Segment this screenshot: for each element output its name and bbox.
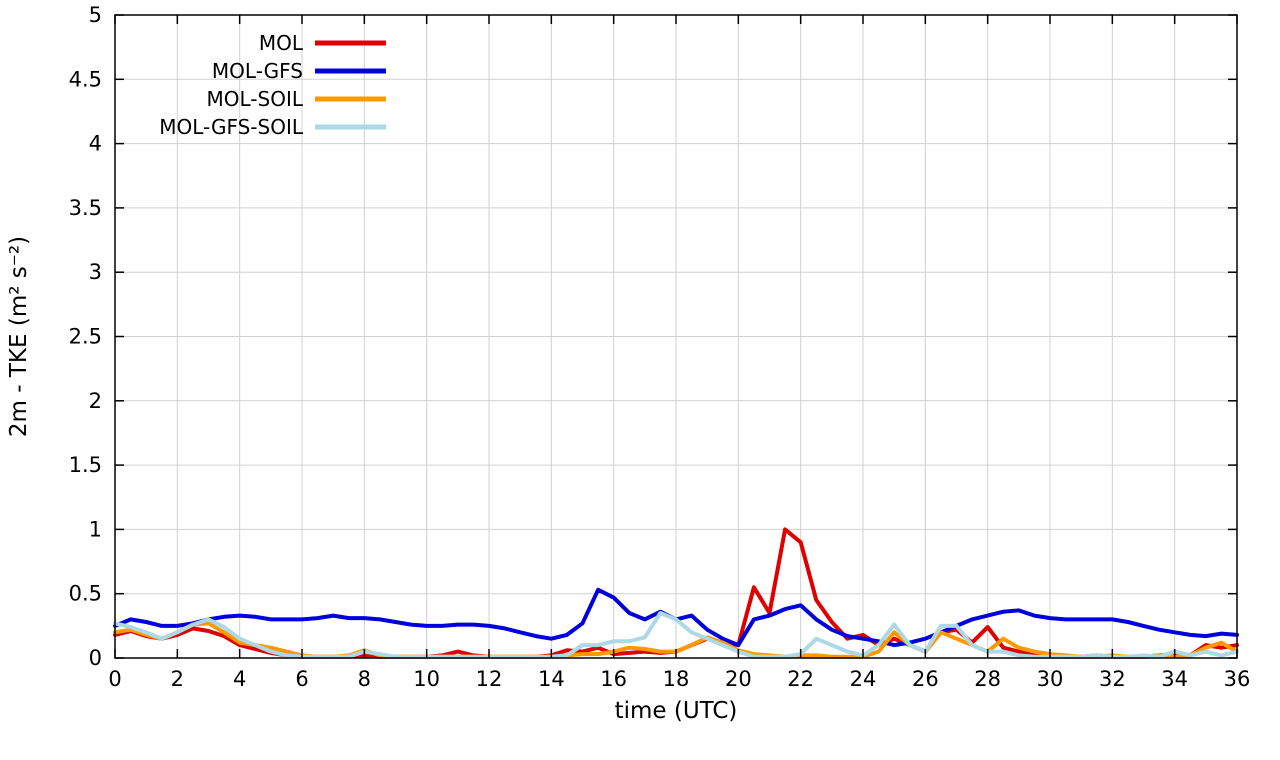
axis-ticks xyxy=(114,14,1238,659)
svg-text:1.5: 1.5 xyxy=(69,453,102,477)
svg-text:0.5: 0.5 xyxy=(69,582,102,606)
legend-item-mol-gfs-soil: MOL-GFS-SOIL xyxy=(159,115,386,139)
svg-text:4: 4 xyxy=(233,667,246,691)
svg-text:2: 2 xyxy=(171,667,184,691)
svg-text:22: 22 xyxy=(787,667,814,691)
svg-text:0: 0 xyxy=(89,646,102,670)
svg-text:5: 5 xyxy=(89,3,102,27)
legend-item-mol-soil: MOL-SOIL xyxy=(207,87,386,111)
legend-label: MOL-SOIL xyxy=(207,87,304,111)
svg-text:3.5: 3.5 xyxy=(69,196,102,220)
y-tick-labels: 0 0.5 1 1.5 2 2.5 3 3.5 4 4.5 5 xyxy=(69,3,102,670)
svg-text:10: 10 xyxy=(413,667,440,691)
svg-text:36: 36 xyxy=(1224,667,1251,691)
legend-label: MOL-GFS xyxy=(212,59,303,83)
svg-text:24: 24 xyxy=(850,667,877,691)
svg-text:3: 3 xyxy=(89,260,102,284)
svg-text:30: 30 xyxy=(1037,667,1064,691)
svg-text:32: 32 xyxy=(1099,667,1126,691)
legend-label: MOL xyxy=(259,31,304,55)
svg-text:4.5: 4.5 xyxy=(69,67,102,91)
legend-item-mol-gfs: MOL-GFS xyxy=(212,59,386,83)
svg-text:28: 28 xyxy=(974,667,1001,691)
svg-text:4: 4 xyxy=(89,132,102,156)
svg-text:34: 34 xyxy=(1161,667,1188,691)
svg-text:2.5: 2.5 xyxy=(69,325,102,349)
svg-text:6: 6 xyxy=(295,667,308,691)
svg-text:0: 0 xyxy=(108,667,121,691)
svg-text:14: 14 xyxy=(538,667,565,691)
y-axis-title: 2m - TKE (m² s⁻²) xyxy=(6,236,32,437)
legend-label: MOL-GFS-SOIL xyxy=(159,115,304,139)
svg-text:1: 1 xyxy=(89,517,102,541)
x-axis-title: time (UTC) xyxy=(615,698,738,724)
svg-text:12: 12 xyxy=(476,667,503,691)
grid-lines xyxy=(114,14,1238,659)
legend-item-mol: MOL xyxy=(259,31,386,55)
svg-text:20: 20 xyxy=(725,667,752,691)
x-tick-labels: 0 2 4 6 8 10 12 14 16 18 20 22 24 26 28 30 32 34 36 xyxy=(108,667,1250,691)
svg-text:18: 18 xyxy=(663,667,690,691)
svg-text:8: 8 xyxy=(358,667,371,691)
svg-text:2: 2 xyxy=(89,389,102,413)
legend: MOL MOL-GFS MOL-SOIL MOL-GFS-SOIL xyxy=(159,31,386,139)
svg-text:26: 26 xyxy=(912,667,939,691)
svg-text:16: 16 xyxy=(600,667,627,691)
